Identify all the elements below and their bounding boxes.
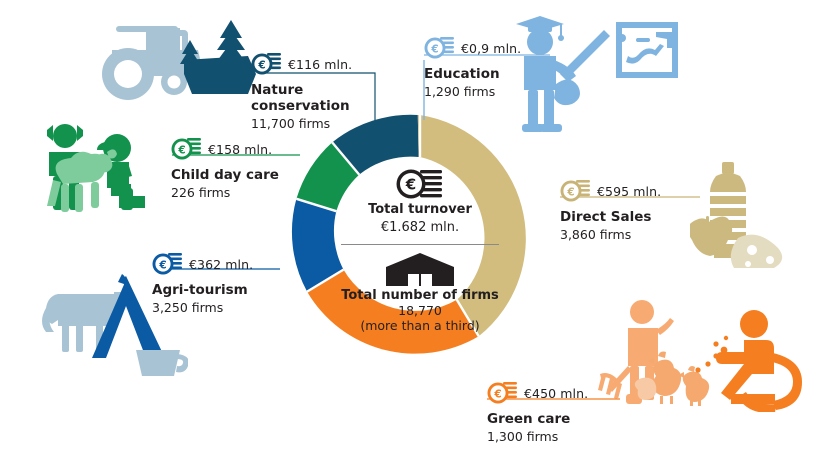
farmer-chickens-wheelchair-icon <box>598 300 802 412</box>
donut-slice-child-day-care[interactable] <box>296 142 360 212</box>
callout-name-line1: Nature <box>251 82 304 98</box>
total-turnover-value: €1.682 mln. <box>380 220 460 235</box>
donut-center: € Total turnover €1.682 mln. Total numbe… <box>327 168 513 358</box>
callout-name: Green care <box>487 411 571 427</box>
callout-firms: 1,300 firms <box>487 428 559 444</box>
donut-slice-direct-sales[interactable] <box>420 115 526 337</box>
svg-text:€: € <box>566 186 574 198</box>
callout-amount: €450 mln. <box>524 385 589 401</box>
callout-firms: 226 firms <box>171 184 231 200</box>
euro-coins-icon: € <box>152 253 182 275</box>
slice-separators <box>296 115 480 337</box>
callout-name-line2: conservation <box>251 97 350 114</box>
cow-tent-and-cup-icon <box>42 274 188 376</box>
callout-firms: 1,290 firms <box>424 83 496 99</box>
callout-education[interactable]: € €0,9 mln. Education 1,290 firms <box>424 36 521 99</box>
callout-firms: 3,860 firms <box>560 226 632 242</box>
graduate-with-whiteboard-icon <box>516 16 678 132</box>
svg-text:€: € <box>405 176 416 194</box>
donut-slice-agri-tourism[interactable] <box>291 198 344 292</box>
bottle-apple-cheese-icon <box>690 162 783 268</box>
euro-coins-icon: € <box>396 169 442 199</box>
callout-amount: €0,9 mln. <box>461 40 522 56</box>
tractor-and-trees-icon <box>102 20 256 100</box>
callout-nature-conservation[interactable]: € €116 mln. Nature conservation 11,700 f… <box>251 52 356 131</box>
donut-chart <box>291 114 526 354</box>
total-firms-label: Total number of firms <box>341 288 499 303</box>
barn-icon <box>386 253 454 286</box>
svg-text:€: € <box>493 388 501 400</box>
callout-child-day-care[interactable]: € €158 mln. Child day care 226 firms <box>171 137 279 200</box>
callout-name: Agri-tourism <box>152 282 248 298</box>
callout-agri-tourism[interactable]: € €362 mln. Agri-tourism 3,250 firms <box>152 252 253 315</box>
svg-text:€: € <box>430 43 438 55</box>
callout-amount: €595 mln. <box>597 183 662 199</box>
callout-name: Education <box>424 66 500 82</box>
callout-amount: €116 mln. <box>288 56 353 72</box>
callout-amount: €362 mln. <box>189 256 254 272</box>
donut-slice-green-care[interactable] <box>307 269 479 354</box>
svg-text:€: € <box>177 144 185 156</box>
euro-coins-icon: € <box>487 382 517 404</box>
euro-coins-icon: € <box>251 53 281 75</box>
donut-slice-nature-conservation[interactable] <box>332 114 419 175</box>
euro-coins-icon: € <box>171 138 201 160</box>
svg-text:€: € <box>158 259 166 271</box>
total-firms-value: 18,770 <box>398 303 442 318</box>
callout-green-care[interactable]: € €450 mln. Green care 1,300 firms <box>487 381 588 444</box>
children-with-sheep-icon <box>47 124 145 212</box>
callout-amount: €158 mln. <box>208 141 273 157</box>
total-firms-note: (more than a third) <box>360 318 480 333</box>
euro-coins-icon: € <box>424 37 454 59</box>
callout-firms: 3,250 firms <box>152 299 224 315</box>
svg-text:€: € <box>257 59 265 71</box>
center-divider <box>341 244 499 245</box>
total-turnover-label: Total turnover <box>368 202 472 217</box>
callout-name: Child day care <box>171 167 279 183</box>
callout-firms: 11,700 firms <box>251 115 331 131</box>
euro-coins-icon: € <box>560 180 590 202</box>
callout-direct-sales[interactable]: € €595 mln. Direct Sales 3,860 firms <box>560 179 661 242</box>
callout-name: Direct Sales <box>560 209 652 225</box>
